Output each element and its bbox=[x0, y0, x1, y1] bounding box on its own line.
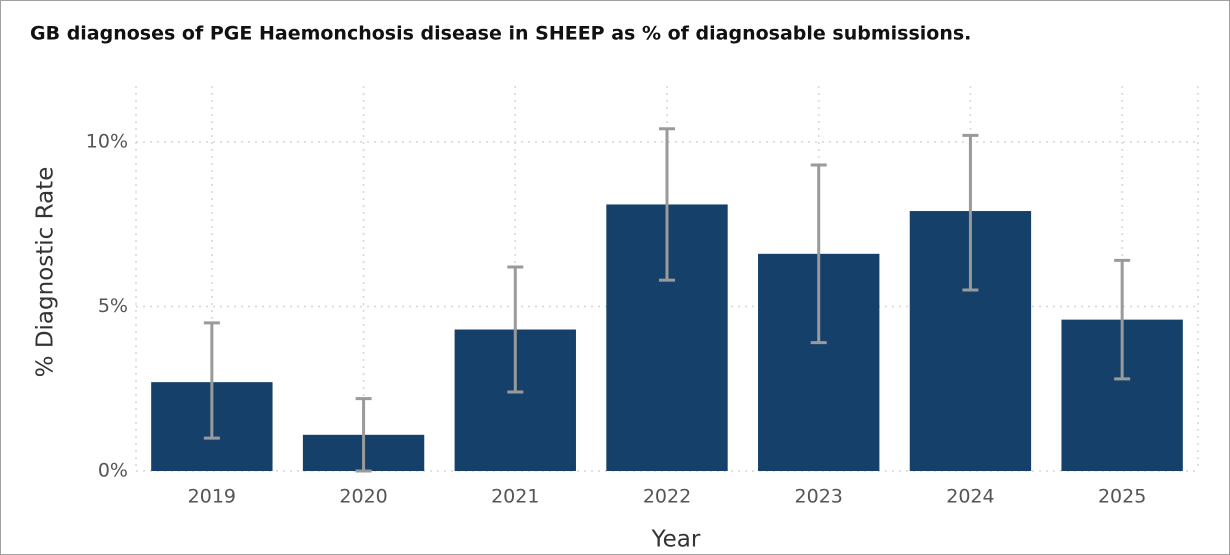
x-tick-label: 2020 bbox=[339, 486, 387, 508]
x-tick-label: 2023 bbox=[795, 486, 843, 508]
y-axis-label: % Diagnostic Rate bbox=[33, 167, 59, 378]
x-tick-label: 2024 bbox=[946, 486, 994, 508]
x-tick-label: 2021 bbox=[491, 486, 539, 508]
y-tick-label: 10% bbox=[86, 130, 128, 152]
y-tick-label: 0% bbox=[98, 460, 128, 482]
chart-title: GB diagnoses of PGE Haemonchosis disease… bbox=[30, 23, 971, 45]
y-tick-label: 5% bbox=[98, 295, 128, 317]
x-axis-label: Year bbox=[651, 527, 701, 553]
x-tick-label: 2022 bbox=[643, 486, 691, 508]
x-tick-label: 2019 bbox=[188, 486, 236, 508]
x-tick-label: 2025 bbox=[1098, 486, 1146, 508]
